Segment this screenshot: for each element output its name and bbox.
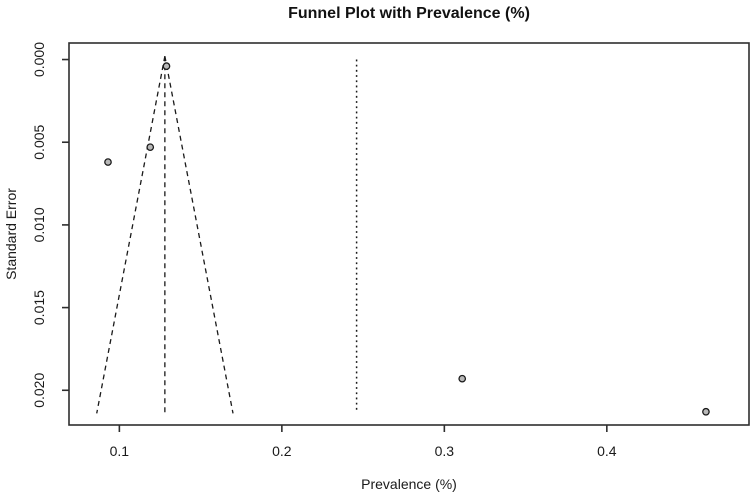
chart-title: Funnel Plot with Prevalence (%) — [288, 5, 530, 22]
y-axis-title: Standard Error — [3, 188, 19, 280]
x-axis-title: Prevalence (%) — [361, 476, 457, 492]
funnel-right-line — [164, 56, 234, 414]
data-point — [104, 158, 112, 166]
data-point — [146, 143, 155, 152]
data-point — [162, 62, 171, 71]
x-tick-label: 0.1 — [110, 443, 130, 459]
plot-area: 0.1 0.2 0.3 0.4 0.000 0.005 0.010 0.015 0.020 — [31, 42, 750, 459]
y-tick-label: 0.005 — [31, 124, 47, 159]
y-tick-label: 0.020 — [31, 373, 47, 408]
data-point — [702, 407, 710, 416]
x-tick-label: 0.2 — [272, 443, 292, 459]
plot-border — [68, 42, 750, 426]
x-tick-label: 0.3 — [435, 443, 455, 459]
x-tick-label: 0.4 — [597, 443, 617, 459]
y-tick-label: 0.015 — [31, 290, 47, 325]
data-point — [458, 374, 467, 383]
y-tick-label: 0.000 — [31, 42, 47, 77]
funnel-left-line — [96, 56, 166, 414]
y-tick-label: 0.010 — [31, 207, 47, 242]
